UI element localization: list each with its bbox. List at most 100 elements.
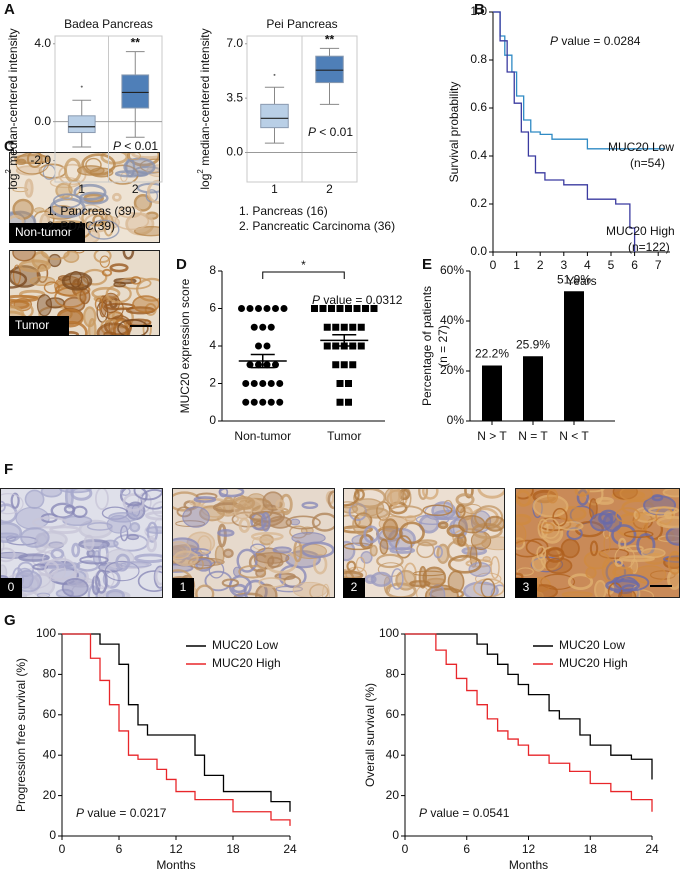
chart-title: Pei Pancreas <box>266 17 337 31</box>
tissue <box>129 522 141 533</box>
bracket <box>262 271 345 279</box>
tissue <box>217 528 235 537</box>
p-text: value = 0.0284 <box>558 34 641 48</box>
tissue <box>389 547 416 554</box>
tissue <box>598 548 629 559</box>
tissue <box>370 571 392 587</box>
tissue <box>24 489 45 509</box>
data-point <box>323 342 331 350</box>
tissue <box>49 525 80 534</box>
y-tick-label: 20 <box>386 788 400 802</box>
box <box>121 74 150 109</box>
x-tick-label: 24 <box>645 842 659 856</box>
tissue <box>20 527 50 548</box>
tissue <box>79 555 109 565</box>
value-label: 25.9% <box>516 337 550 351</box>
legend-text: MUC20 Low <box>212 638 278 652</box>
data-point <box>311 305 318 312</box>
tissue <box>195 584 215 598</box>
x-tick-label: 0 <box>59 842 66 856</box>
panel-label: E <box>422 256 432 273</box>
significance: ** <box>325 33 335 47</box>
image-border <box>172 488 335 598</box>
survival-curve <box>62 633 291 812</box>
x-tick-label: N > T <box>477 429 507 443</box>
tissue <box>83 534 95 552</box>
tissue <box>574 488 590 497</box>
tissue <box>517 567 534 576</box>
panel-label: B <box>474 1 485 18</box>
tissue <box>536 545 547 561</box>
micrograph <box>515 488 680 598</box>
tissue <box>355 556 366 573</box>
tissue <box>10 492 20 509</box>
panel-label: A <box>4 1 15 18</box>
tissue <box>662 488 680 498</box>
data-point <box>267 398 275 406</box>
box <box>67 115 96 134</box>
tissue <box>0 547 16 563</box>
tissue <box>376 553 404 569</box>
data-point <box>345 380 352 387</box>
tissue <box>289 525 308 539</box>
tissue <box>86 522 113 531</box>
series-label: MUC20 Low <box>608 140 674 154</box>
tissue <box>93 250 112 264</box>
data-point <box>353 305 361 312</box>
tissue <box>118 277 152 290</box>
y-label-sup: 2 <box>4 169 13 174</box>
significance: ** <box>131 36 141 50</box>
tissue <box>515 523 527 545</box>
p-text: value = 0.0312 <box>320 293 403 307</box>
data-point <box>263 305 271 312</box>
tissue <box>72 505 88 518</box>
tissue <box>250 543 266 553</box>
data-point <box>259 398 267 406</box>
tissue <box>146 179 160 204</box>
y-tick-label: 60% <box>440 263 464 277</box>
tissue <box>114 212 150 231</box>
tissue <box>343 514 361 530</box>
panel-label: C <box>4 138 15 155</box>
tissue <box>540 573 576 590</box>
y-axis-label: Survival probability <box>447 82 461 183</box>
tissue <box>238 564 267 579</box>
tissue <box>589 540 599 557</box>
data-point <box>357 342 365 350</box>
tissue <box>255 552 290 564</box>
y-tick-label: 0.2 <box>470 196 487 210</box>
tissue <box>44 557 77 581</box>
tissue <box>515 488 534 500</box>
tissue <box>0 500 6 513</box>
tissue <box>567 573 594 591</box>
p-value: P < 0.01 <box>113 139 158 153</box>
tissue <box>490 584 505 598</box>
x-tick-label: 12 <box>169 842 183 856</box>
tissue <box>547 547 564 558</box>
tissue <box>515 513 532 526</box>
data-point <box>255 342 262 350</box>
tissue <box>515 490 532 507</box>
image-border <box>515 488 680 598</box>
y-tick-label: 20% <box>440 363 464 377</box>
box <box>315 55 344 84</box>
tissue <box>618 555 655 562</box>
image-border <box>0 488 163 598</box>
tissue <box>413 570 445 577</box>
tissue <box>49 197 86 219</box>
tissue <box>577 488 605 493</box>
tissue <box>76 560 99 572</box>
tissue <box>416 541 435 559</box>
x-tick-label: 2 <box>132 182 139 196</box>
data-point <box>242 398 250 406</box>
tissue <box>250 532 284 542</box>
p-symbol: P <box>550 34 558 48</box>
y-tick-label: 0 <box>392 828 399 842</box>
survival-curve <box>62 633 291 826</box>
data-point <box>336 380 344 387</box>
tissue <box>105 284 132 304</box>
p-text: < 0.01 <box>121 139 158 153</box>
tissue <box>484 515 505 532</box>
p-value: P value = 0.0217 <box>76 806 167 820</box>
tissue <box>301 501 319 510</box>
